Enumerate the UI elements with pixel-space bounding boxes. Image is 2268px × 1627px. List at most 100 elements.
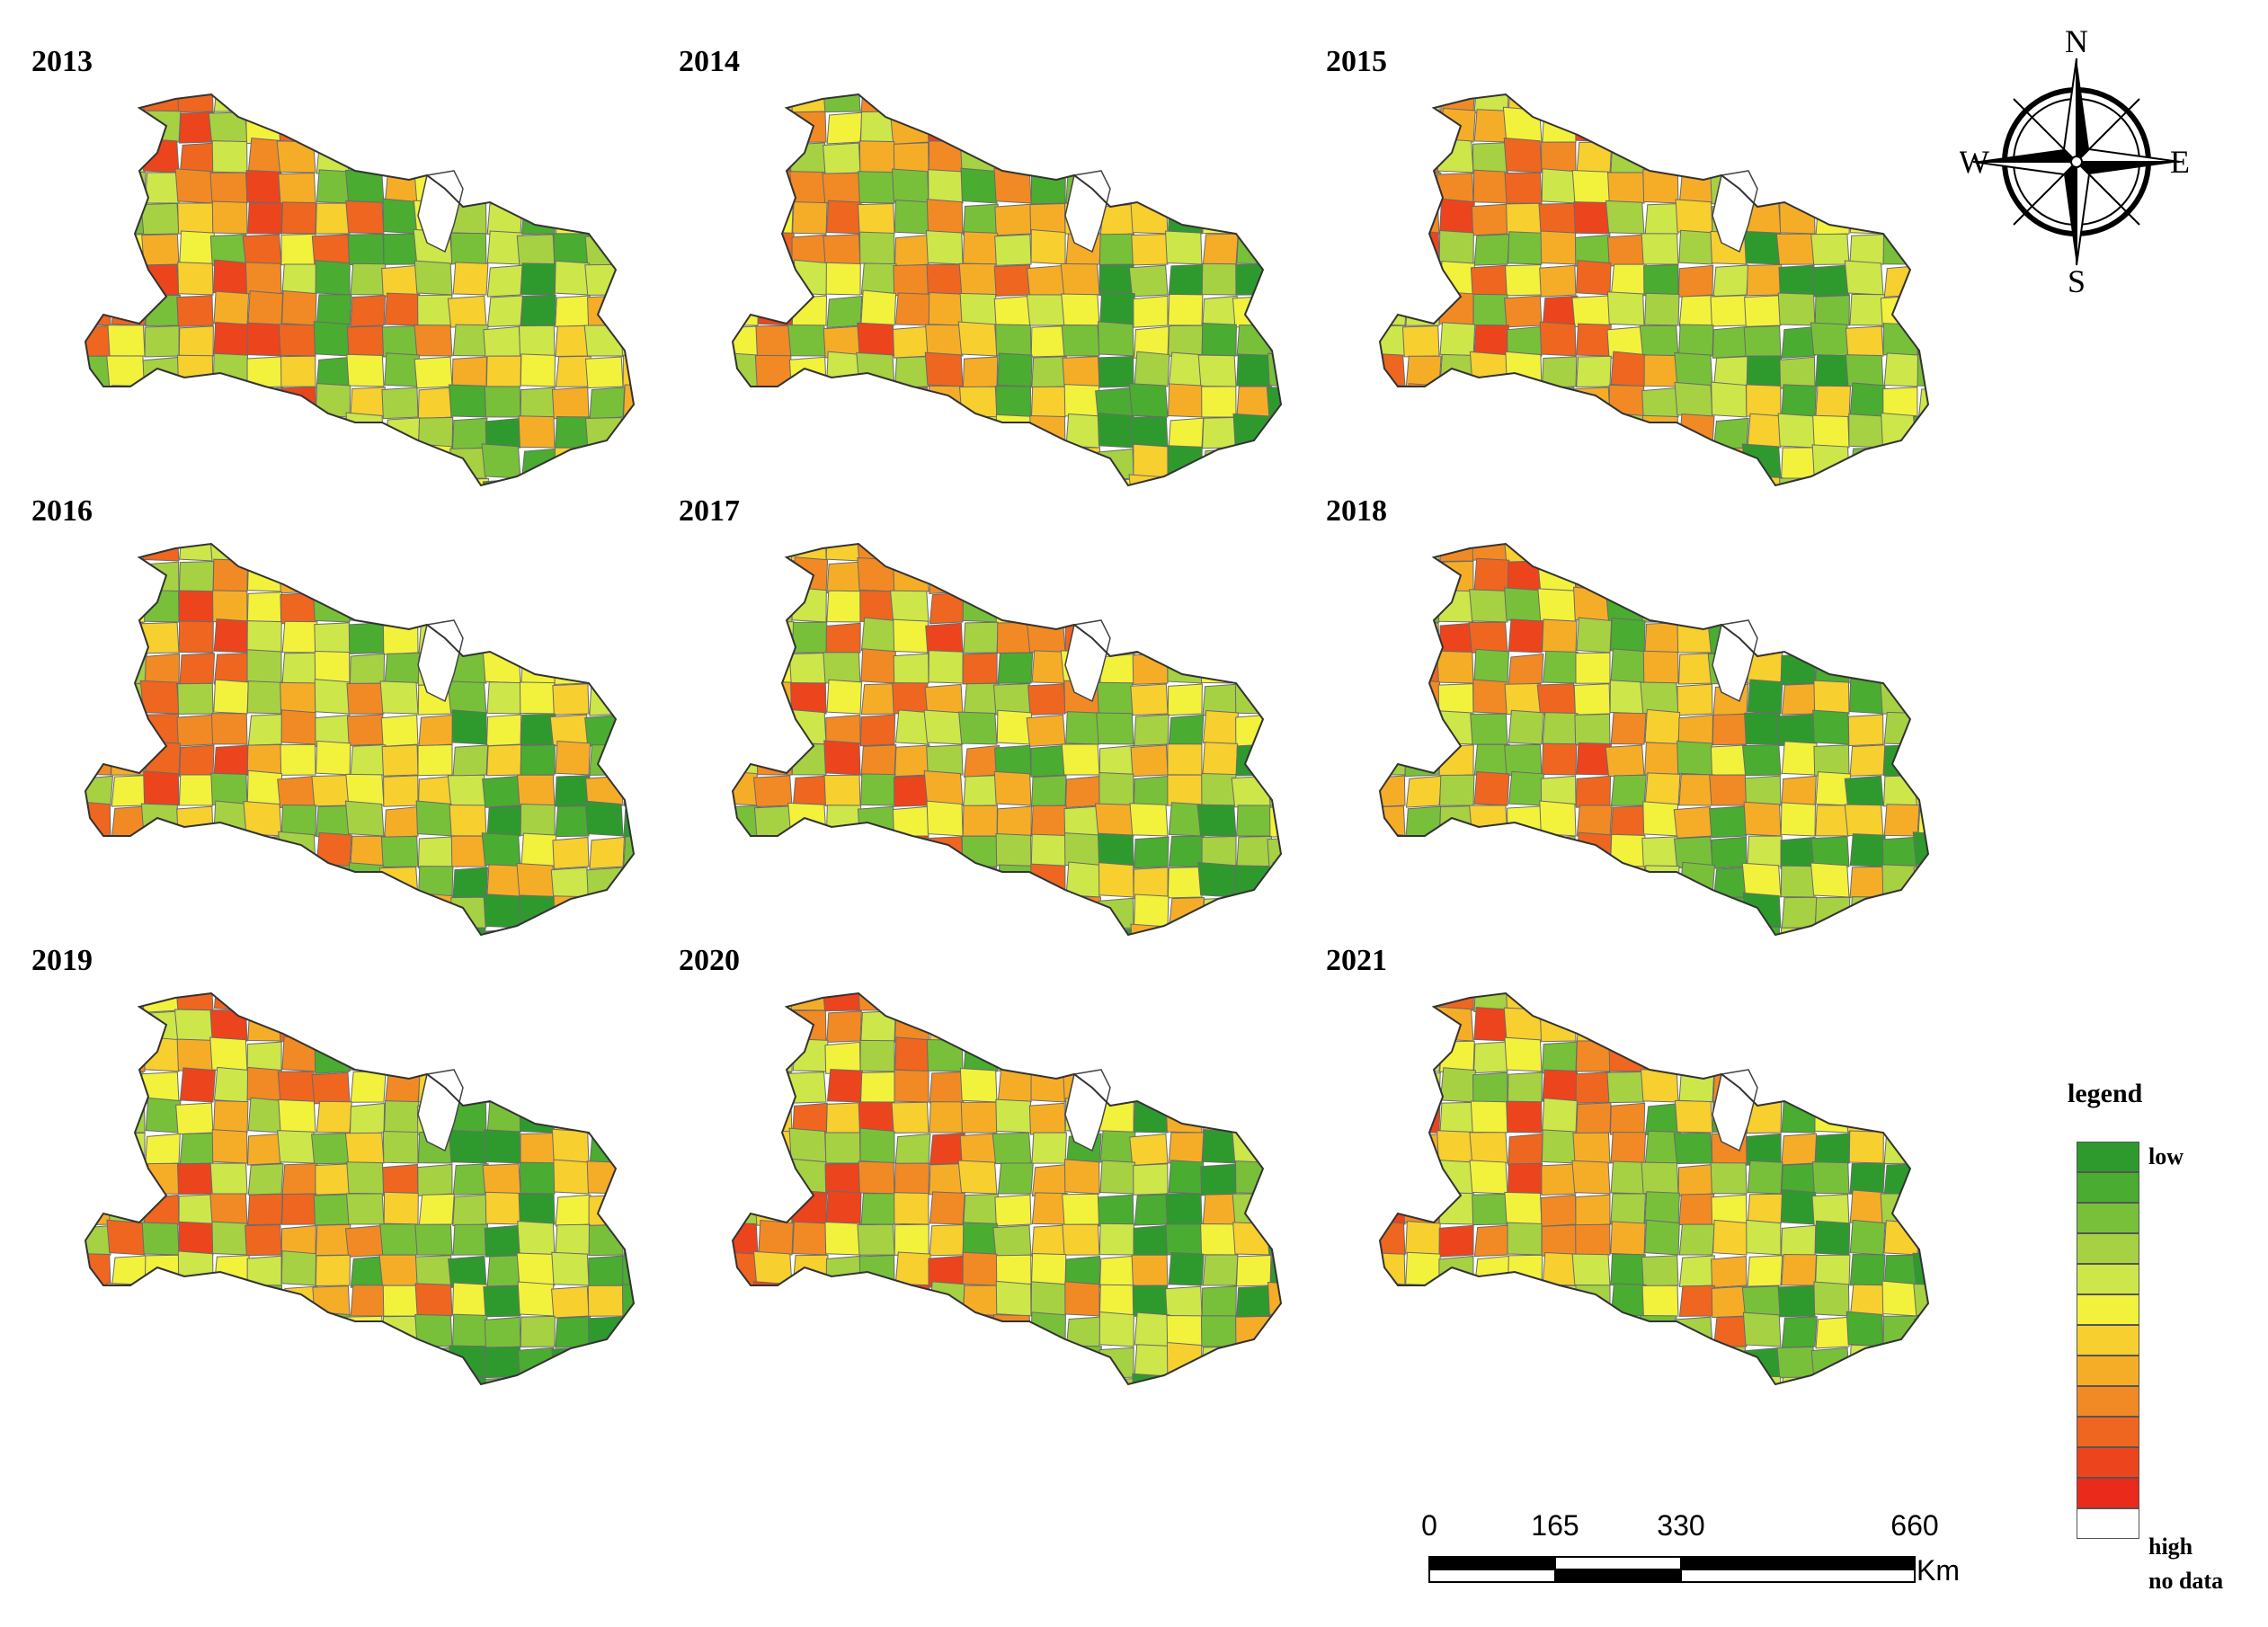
county-region xyxy=(1814,1068,1850,1103)
county-region xyxy=(484,1129,521,1164)
county-region xyxy=(758,1219,794,1256)
county-region xyxy=(733,413,760,449)
county-region xyxy=(277,1130,316,1164)
county-region xyxy=(1236,993,1273,1011)
county-region xyxy=(520,1132,556,1165)
county-region xyxy=(826,590,862,623)
county-region xyxy=(1200,621,1237,653)
county-region xyxy=(733,678,760,715)
county-region xyxy=(1609,993,1645,1011)
map-panel: 2016 xyxy=(31,494,679,944)
county-region xyxy=(550,867,590,900)
county-region xyxy=(1508,867,1543,900)
county-region xyxy=(1639,94,1679,113)
county-region xyxy=(823,1283,861,1317)
county-region xyxy=(1912,1252,1928,1286)
county-region xyxy=(486,1039,523,1072)
county-region xyxy=(1401,202,1440,236)
county-region xyxy=(85,1224,112,1258)
county-region xyxy=(85,416,111,449)
county-region xyxy=(178,1194,214,1226)
county-region xyxy=(1849,293,1885,326)
county-region xyxy=(1401,544,1440,562)
county-region xyxy=(1644,772,1681,806)
county-region xyxy=(1380,622,1407,655)
county-region xyxy=(1128,264,1169,298)
county-region xyxy=(350,744,387,777)
county-region xyxy=(1775,233,1816,265)
county-region xyxy=(1269,475,1281,485)
county-region xyxy=(824,386,861,418)
county-region xyxy=(892,168,929,204)
county-region xyxy=(486,681,523,715)
county-region xyxy=(958,711,998,745)
county-region xyxy=(414,1313,453,1347)
county-region xyxy=(381,264,419,298)
county-region xyxy=(996,1010,1032,1043)
county-region xyxy=(1747,413,1783,449)
county-region xyxy=(1606,291,1645,326)
county-region xyxy=(962,356,999,389)
county-region xyxy=(1030,386,1067,418)
county-region xyxy=(1270,683,1281,716)
county-region xyxy=(754,713,793,746)
county-region xyxy=(85,94,112,114)
county-region xyxy=(589,1133,626,1166)
county-region xyxy=(177,202,214,235)
county-region xyxy=(587,295,624,327)
county-region xyxy=(1883,474,1920,485)
county-region xyxy=(733,1372,759,1384)
county-region xyxy=(486,993,522,1013)
county-region xyxy=(519,1098,556,1134)
panel-year-label: 2017 xyxy=(679,494,740,528)
county-region xyxy=(484,1224,521,1258)
county-region xyxy=(1538,895,1577,929)
county-region xyxy=(1436,1347,1474,1379)
county-region xyxy=(1167,743,1203,776)
county-region xyxy=(1269,1375,1281,1384)
county-region xyxy=(1849,993,1886,1012)
county-region xyxy=(1917,1224,1928,1257)
county-region xyxy=(516,234,556,266)
county-region xyxy=(209,1193,248,1225)
county-region xyxy=(1472,679,1508,715)
county-region xyxy=(109,1101,146,1134)
county-region xyxy=(553,1159,590,1195)
county-region xyxy=(1744,544,1782,563)
province-outline xyxy=(731,991,1283,1386)
county-region xyxy=(1542,478,1579,485)
county-region xyxy=(316,560,352,592)
county-region xyxy=(1435,415,1474,449)
county-region xyxy=(1711,993,1748,1011)
county-region xyxy=(1438,229,1474,265)
county-region xyxy=(826,448,863,481)
county-region xyxy=(85,544,113,564)
county-region xyxy=(1576,141,1613,173)
county-region xyxy=(280,201,317,235)
county-region xyxy=(1777,1038,1816,1072)
county-region xyxy=(384,111,420,144)
county-region xyxy=(1504,743,1543,777)
county-region xyxy=(1673,1132,1713,1164)
county-region xyxy=(826,295,863,329)
county-region xyxy=(1644,1372,1681,1384)
county-region xyxy=(345,773,385,806)
county-region xyxy=(1915,591,1928,623)
county-region xyxy=(1747,141,1783,173)
county-region xyxy=(1268,1193,1281,1226)
county-region xyxy=(85,1130,112,1164)
county-region xyxy=(350,993,387,1011)
legend-swatch xyxy=(2077,1417,2139,1447)
county-region xyxy=(1469,1160,1508,1195)
county-region xyxy=(1678,295,1715,327)
county-region xyxy=(1168,476,1205,485)
county-region xyxy=(1575,1071,1611,1104)
county-region xyxy=(1168,557,1204,592)
county-region xyxy=(1711,836,1748,869)
county-region xyxy=(482,478,521,485)
county-region xyxy=(894,199,930,235)
county-region xyxy=(246,544,282,563)
county-region xyxy=(1609,866,1646,898)
county-region xyxy=(451,1037,487,1072)
county-region xyxy=(997,447,1034,480)
